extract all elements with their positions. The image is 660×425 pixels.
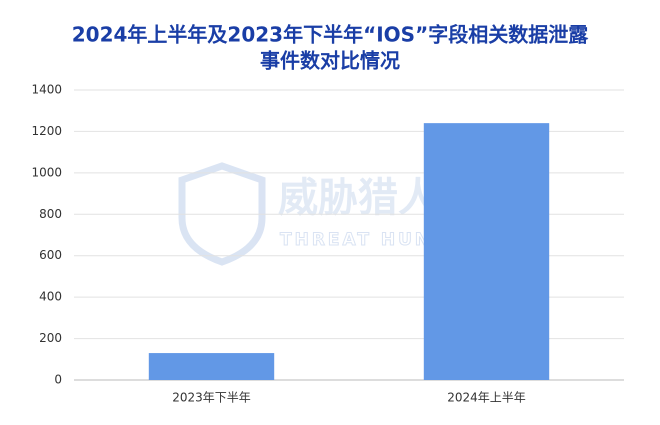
y-tick-label: 200: [39, 331, 62, 345]
y-tick-label: 0: [54, 373, 62, 387]
x-tick-label: 2024年上半年: [447, 391, 526, 405]
y-tick-label: 1400: [31, 83, 62, 97]
x-tick-label: 2023年下半年: [172, 391, 251, 405]
chart-title: 事件数对比情况: [260, 49, 400, 73]
bar: [148, 353, 275, 380]
watermark-logo: [178, 162, 266, 266]
y-tick-label: 600: [39, 248, 62, 262]
y-tick-label: 1000: [31, 165, 62, 179]
bar: [423, 123, 550, 381]
y-tick-label: 1200: [31, 124, 62, 138]
y-tick-label: 400: [39, 290, 62, 304]
chart-title: 2024年上半年及2023年下半年“IOS”字段相关数据泄露: [72, 23, 589, 47]
watermark-text: 威胁猎人: [278, 175, 438, 221]
y-tick-label: 800: [39, 207, 62, 221]
